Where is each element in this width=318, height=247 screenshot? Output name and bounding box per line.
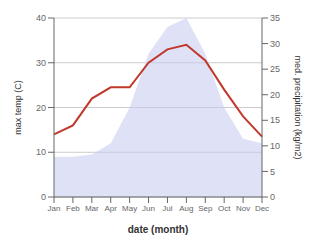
svg-text:Feb: Feb [66, 204, 80, 213]
svg-text:30: 30 [36, 58, 46, 68]
svg-text:Apr: Apr [105, 204, 118, 213]
svg-text:10: 10 [270, 141, 280, 151]
svg-text:date (month): date (month) [128, 224, 189, 235]
svg-text:0: 0 [270, 192, 275, 202]
svg-text:0: 0 [41, 192, 46, 202]
svg-text:Jan: Jan [48, 204, 61, 213]
svg-text:Jul: Jul [162, 204, 172, 213]
svg-text:40: 40 [36, 13, 46, 23]
svg-text:15: 15 [270, 115, 280, 125]
svg-text:20: 20 [36, 103, 46, 113]
svg-text:25: 25 [270, 64, 280, 74]
svg-text:May: May [122, 204, 137, 213]
svg-text:Jun: Jun [142, 204, 155, 213]
svg-text:5: 5 [270, 167, 275, 177]
svg-text:10: 10 [36, 147, 46, 157]
svg-text:Nov: Nov [236, 204, 250, 213]
svg-text:Mar: Mar [85, 204, 99, 213]
svg-text:Sep: Sep [198, 204, 213, 213]
svg-text:Aug: Aug [179, 204, 193, 213]
svg-text:Dec: Dec [255, 204, 269, 213]
svg-text:30: 30 [270, 39, 280, 49]
svg-text:35: 35 [270, 13, 280, 23]
svg-text:med. precipitation (kg/m2): med. precipitation (kg/m2) [293, 55, 303, 159]
svg-text:Oct: Oct [218, 204, 231, 213]
svg-text:20: 20 [270, 90, 280, 100]
svg-text:max temp (C): max temp (C) [13, 80, 23, 135]
